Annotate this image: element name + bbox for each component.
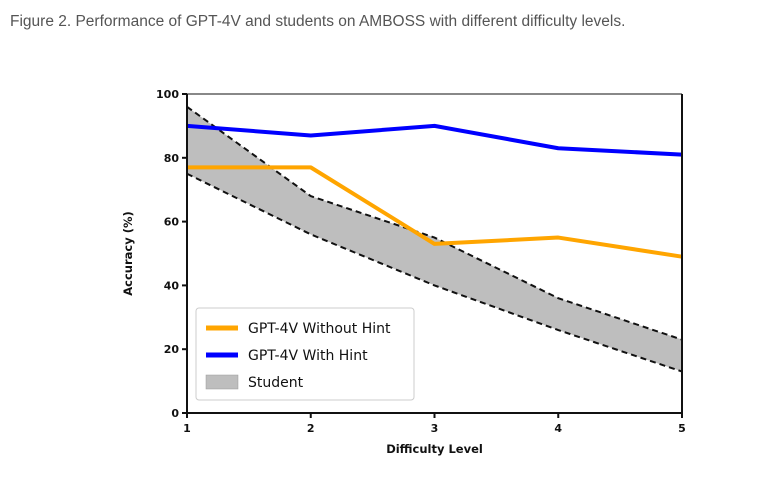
- legend-label-gpt-4v-with-hint: GPT-4V With Hint: [248, 348, 368, 364]
- x-tick-label-1: 1: [183, 422, 191, 435]
- y-tick-label-80: 80: [164, 152, 180, 165]
- x-tick-label-2: 2: [307, 422, 315, 435]
- y-tick-label-0: 0: [171, 407, 179, 420]
- x-tick-label-4: 4: [554, 422, 562, 435]
- x-axis-title: Difficulty Level: [386, 442, 483, 456]
- legend-swatch-student: [205, 374, 239, 390]
- series-line-gpt-4v-with-hint: [186, 123, 683, 157]
- y-tick-label-100: 100: [156, 88, 179, 101]
- y-tick-label-60: 60: [164, 216, 180, 229]
- x-tick-label-5: 5: [678, 422, 686, 435]
- y-tick-label-20: 20: [164, 343, 180, 356]
- x-tick-label-3: 3: [431, 422, 439, 435]
- student-band-upper-edge: [186, 105, 683, 341]
- y-axis-title: Accuracy (%): [121, 211, 135, 296]
- student-band-area: [187, 106, 682, 372]
- student-band-lower-edge: [186, 172, 683, 373]
- legend-label-student: Student: [248, 375, 304, 391]
- y-tick-label-40: 40: [164, 279, 180, 292]
- figure-caption: Figure 2. Performance of GPT-4V and stud…: [10, 13, 626, 30]
- legend-box: [195, 307, 415, 401]
- legend-label-gpt-4v-without-hint: GPT-4V Without Hint: [248, 321, 391, 337]
- chart-legend: GPT-4V Without Hint GPT-4V With Hint Stude…: [195, 307, 415, 401]
